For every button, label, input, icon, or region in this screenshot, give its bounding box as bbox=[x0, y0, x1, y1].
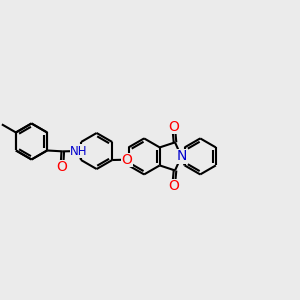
Text: O: O bbox=[56, 160, 67, 174]
Text: O: O bbox=[122, 153, 132, 167]
Text: O: O bbox=[168, 179, 179, 193]
Text: NH: NH bbox=[70, 145, 87, 158]
Text: N: N bbox=[176, 149, 187, 164]
Text: O: O bbox=[168, 119, 179, 134]
